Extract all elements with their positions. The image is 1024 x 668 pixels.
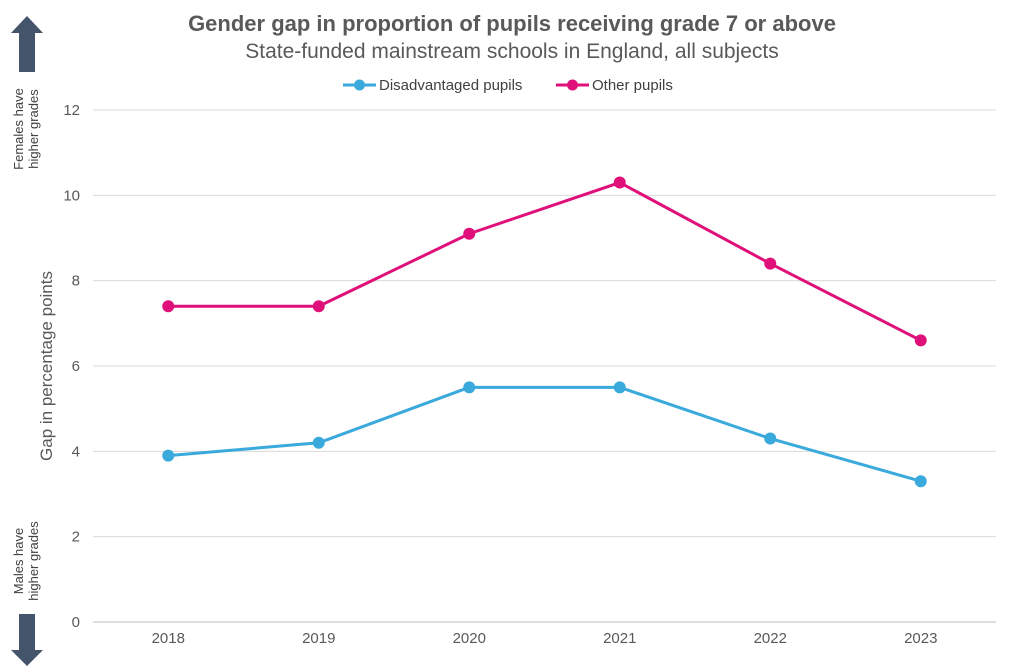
y-axis-ticks: 0 2 4 6 8 10 12: [63, 102, 80, 631]
gridlines: [93, 109, 996, 538]
y-tick-label: 2: [72, 529, 80, 546]
y-tick-label: 4: [72, 443, 80, 460]
data-point: [162, 449, 175, 462]
data-point: [764, 257, 777, 270]
y-tick-label: 8: [72, 273, 80, 290]
x-tick-label: 2023: [904, 630, 937, 647]
arrow-up-icon: [11, 16, 43, 72]
male-note-line1: Males have: [11, 528, 26, 594]
series-disadvantaged: [162, 381, 927, 488]
legend-item-disadvantaged: Disadvantaged pupils: [343, 77, 522, 94]
data-point: [162, 300, 175, 313]
legend-item-other: Other pupils: [556, 77, 673, 94]
x-tick-label: 2018: [152, 630, 185, 647]
male-note-line2: higher grades: [26, 521, 41, 601]
y-tick-label: 6: [72, 358, 80, 375]
legend-marker-disadvantaged: [354, 79, 365, 91]
male-annotation: Males have higher grades: [11, 521, 43, 666]
legend-marker-other: [567, 79, 578, 91]
data-point: [312, 300, 325, 313]
data-point: [463, 381, 476, 394]
series-other: [162, 176, 927, 347]
x-axis-ticks: 2018 2019 2020 2021 2022 2023: [152, 630, 938, 647]
data-point: [613, 176, 626, 189]
data-point: [312, 436, 325, 449]
chart-subtitle: State-funded mainstream schools in Engla…: [245, 40, 778, 63]
x-tick-label: 2022: [754, 630, 787, 647]
x-tick-label: 2021: [603, 630, 636, 647]
x-tick-label: 2020: [453, 630, 486, 647]
data-point: [764, 432, 777, 445]
x-tick-label: 2019: [302, 630, 335, 647]
legend-label-other: Other pupils: [592, 77, 673, 94]
legend-label-disadvantaged: Disadvantaged pupils: [379, 77, 522, 94]
y-tick-label: 0: [72, 614, 80, 631]
data-point: [914, 334, 927, 347]
y-tick-label: 12: [63, 102, 80, 119]
series-layer: [162, 176, 927, 488]
data-point: [463, 227, 476, 240]
female-note-line2: higher grades: [26, 89, 41, 169]
series-line: [168, 181, 922, 342]
female-annotation: Females have higher grades: [11, 16, 43, 170]
chart-title: Gender gap in proportion of pupils recei…: [188, 11, 836, 36]
series-line: [168, 385, 922, 483]
legend: Disadvantaged pupils Other pupils: [343, 77, 673, 94]
female-note-line1: Females have: [11, 88, 26, 170]
y-tick-label: 10: [63, 187, 80, 204]
data-point: [613, 381, 626, 394]
arrow-down-icon: [11, 614, 43, 666]
data-point: [914, 475, 927, 488]
y-axis-label: Gap in percentage points: [37, 271, 56, 461]
